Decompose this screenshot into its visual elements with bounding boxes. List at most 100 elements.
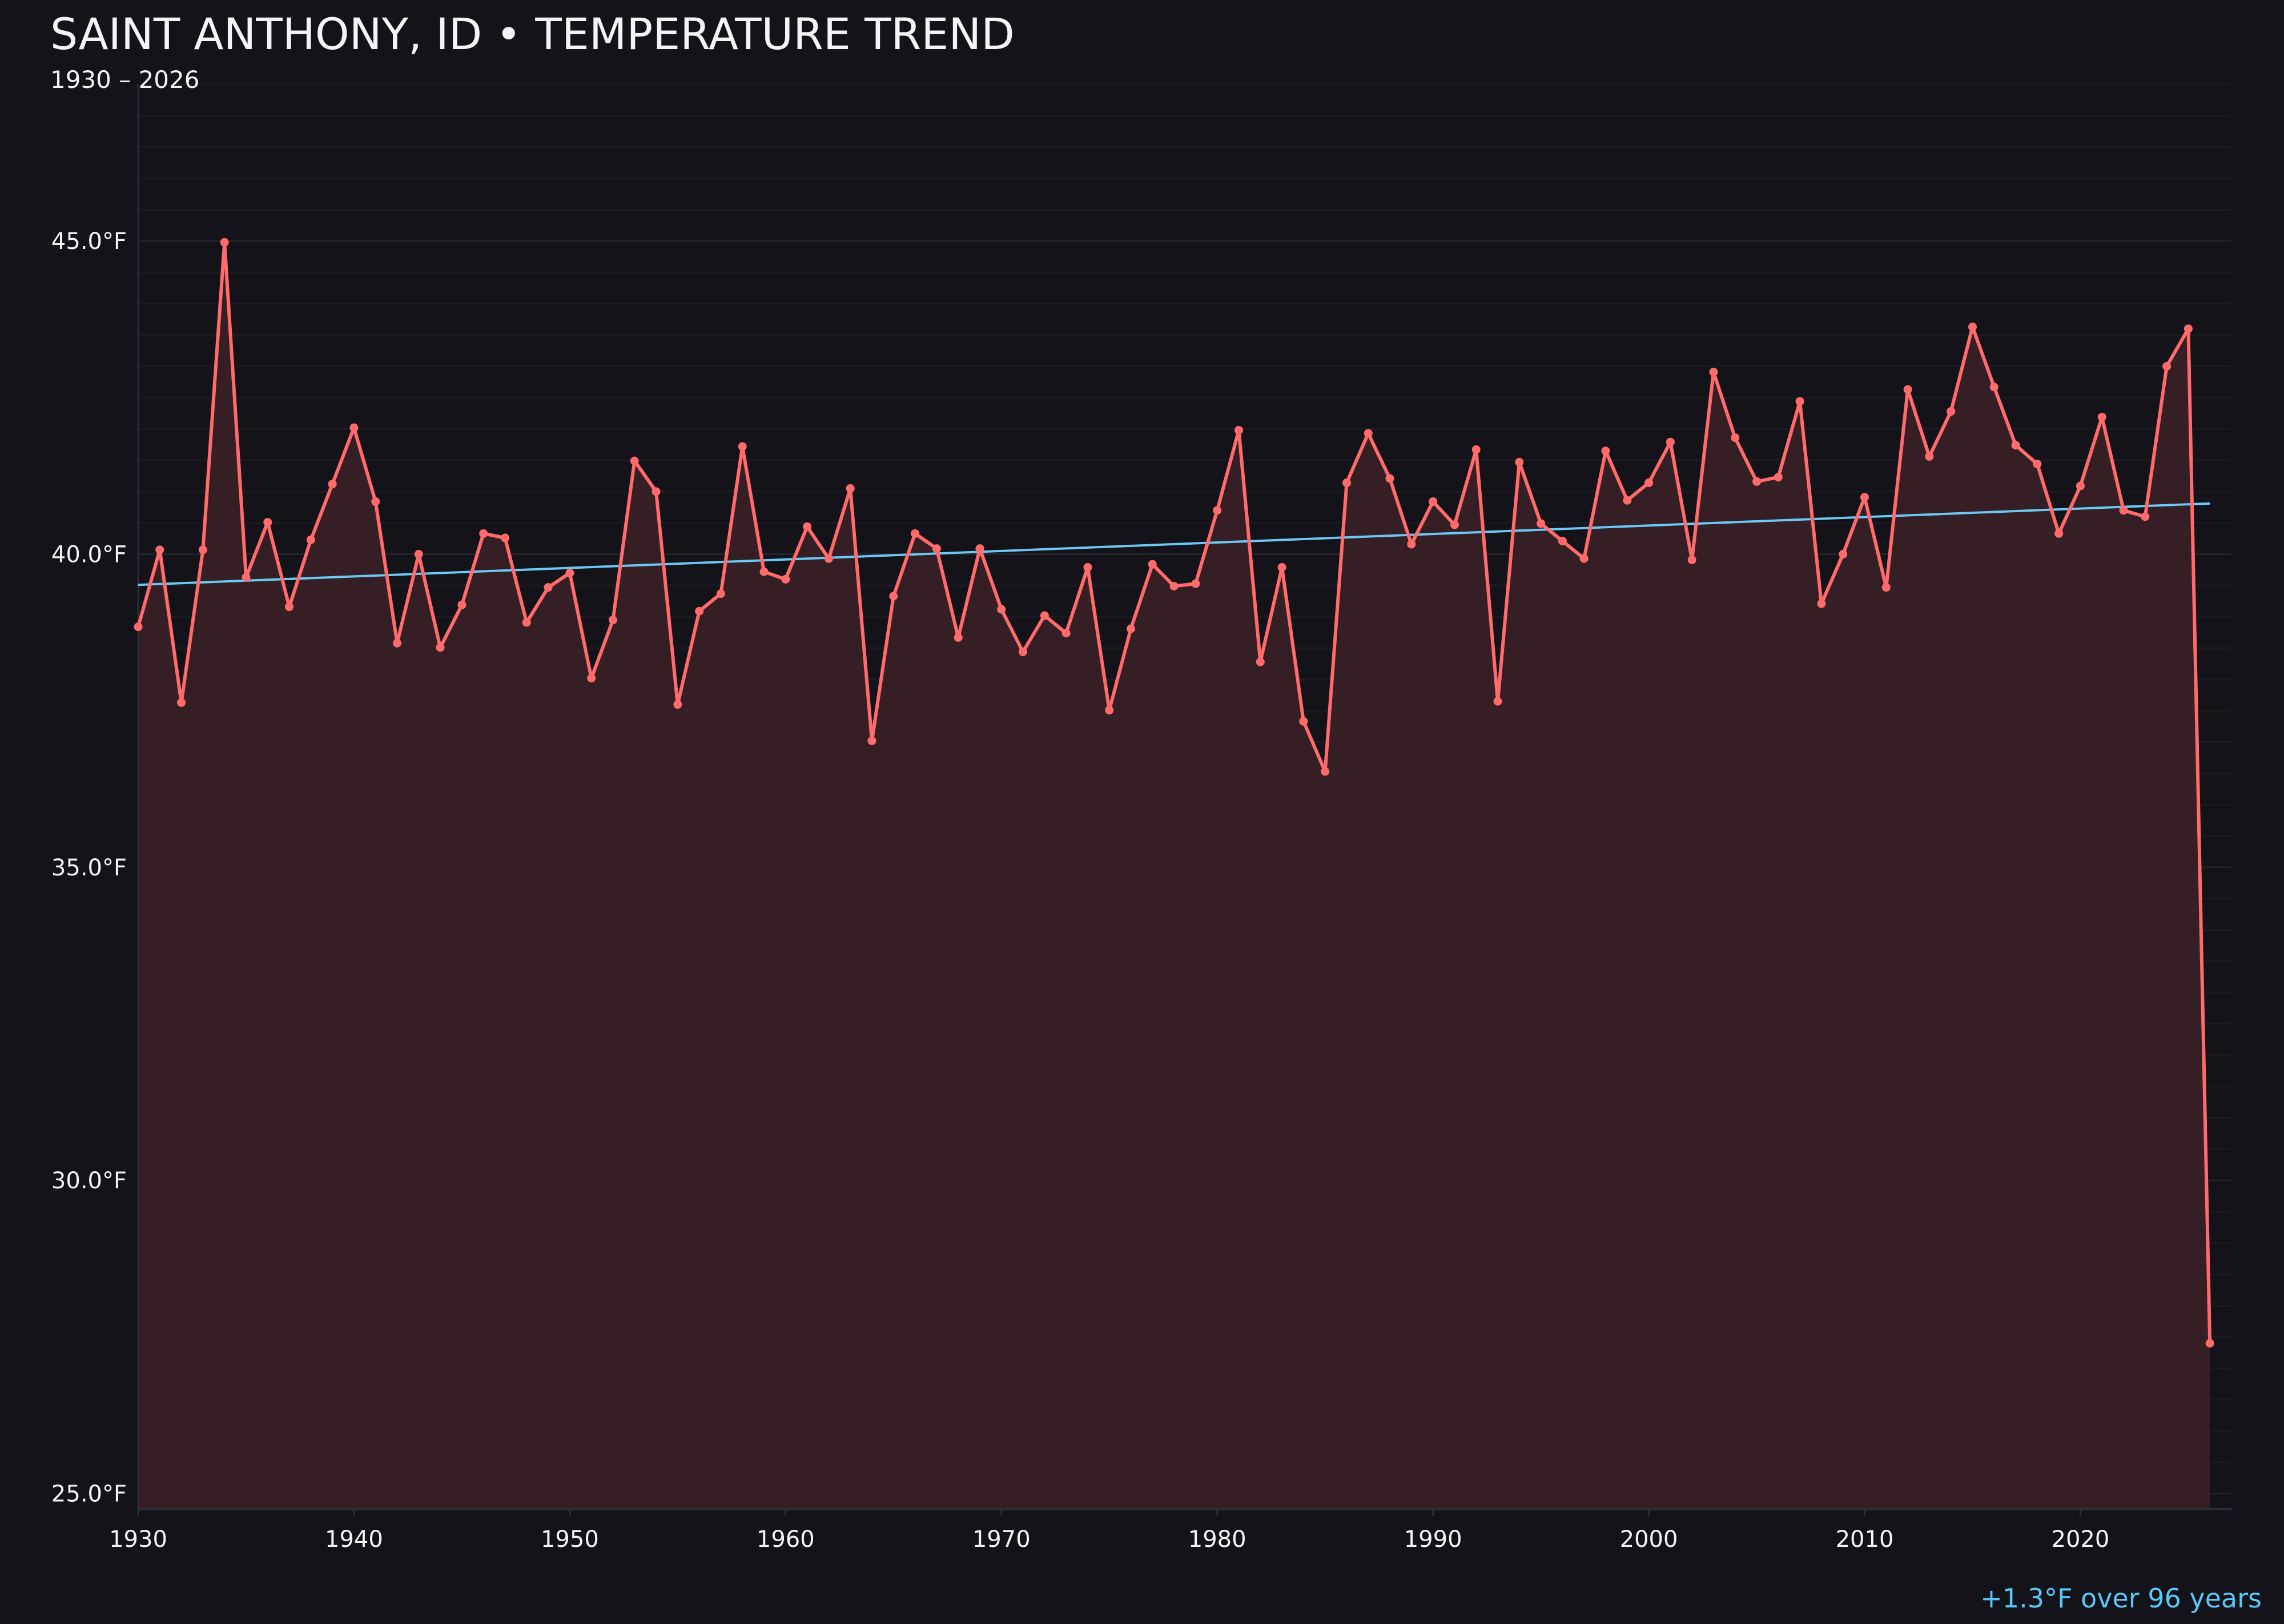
x-tick-label: 2010 [1836, 1526, 1894, 1553]
data-point [1429, 497, 1438, 506]
data-point [522, 618, 531, 627]
data-point [2141, 512, 2150, 521]
data-point [1061, 629, 1071, 638]
data-point [457, 600, 467, 609]
data-point [1666, 437, 1675, 447]
data-point [328, 480, 337, 489]
data-point [1407, 540, 1416, 549]
data-point [1299, 717, 1308, 726]
x-tick-label: 1980 [1188, 1526, 1246, 1553]
data-point [1342, 479, 1351, 488]
data-point [349, 423, 359, 432]
data-point [846, 484, 855, 493]
data-point [1040, 611, 1049, 620]
data-point [2097, 412, 2106, 421]
x-tick-label: 1990 [1404, 1526, 1462, 1553]
data-point [306, 535, 315, 544]
data-point [889, 592, 898, 601]
data-point [1471, 445, 1481, 454]
x-tick-label: 2020 [2052, 1526, 2110, 1553]
data-point [1947, 407, 1956, 416]
data-point [1364, 429, 1373, 438]
data-point [2184, 324, 2193, 333]
data-point [652, 487, 661, 496]
data-point [695, 606, 704, 616]
data-point [285, 602, 294, 612]
data-point [198, 545, 207, 554]
data-point [803, 522, 812, 531]
data-point [1169, 581, 1179, 590]
data-point [436, 643, 445, 652]
data-point [1903, 385, 1912, 394]
x-tick-label: 2000 [1620, 1526, 1678, 1553]
y-tick-label: 35.0°F [51, 855, 127, 881]
data-point [371, 497, 380, 506]
data-point [673, 700, 682, 709]
data-point [759, 567, 769, 576]
data-point [479, 529, 488, 538]
x-tick-label: 1930 [109, 1526, 167, 1553]
data-point [1795, 397, 1804, 406]
x-tick-labels: 1930 1940 1950 1960 1970 1980 1990 2000 2010 2020 [109, 1509, 2109, 1553]
data-point [500, 533, 509, 542]
data-point [716, 589, 725, 598]
y-tick-label: 30.0°F [51, 1168, 127, 1194]
y-tick-labels: 25.0°F 30.0°F 35.0°F 40.0°F 45.0°F [51, 228, 127, 1507]
data-point [1860, 493, 1869, 502]
data-point [1537, 519, 1546, 528]
data-point [1234, 425, 1243, 435]
x-tick-label: 1950 [541, 1526, 599, 1553]
data-point [134, 622, 143, 632]
data-point [1731, 433, 1740, 443]
data-point [1450, 520, 1459, 529]
data-points [134, 238, 2214, 1348]
data-point [177, 698, 186, 707]
data-point [1579, 554, 1589, 563]
data-point [1881, 583, 1891, 592]
data-point [2033, 460, 2042, 469]
data-point [1493, 697, 1502, 706]
data-point [1256, 657, 1265, 666]
area-fill [138, 242, 2210, 1510]
data-point [2054, 529, 2064, 538]
data-point [155, 545, 164, 554]
data-point [911, 529, 920, 538]
y-tick-label: 25.0°F [51, 1481, 127, 1508]
data-point [867, 736, 876, 745]
data-point [544, 583, 553, 592]
data-point [1709, 367, 1718, 376]
data-point [565, 568, 574, 577]
data-point [1989, 383, 1998, 392]
data-point [263, 518, 272, 527]
data-point [1752, 477, 1762, 486]
data-point [2205, 1338, 2214, 1348]
data-point [242, 573, 251, 582]
data-point [220, 238, 229, 247]
data-point [1774, 473, 1783, 482]
data-point [608, 616, 617, 625]
data-point [1839, 550, 1848, 559]
data-point [1925, 452, 1934, 461]
data-point [1817, 599, 1826, 608]
data-point [2076, 481, 2085, 491]
data-point [1191, 579, 1200, 588]
data-point [954, 633, 963, 642]
data-point [1385, 474, 1394, 483]
data-point [1127, 624, 1136, 633]
data-point [1515, 457, 1524, 467]
data-point [824, 554, 833, 563]
data-point [997, 605, 1006, 614]
y-tick-label: 45.0°F [51, 228, 127, 255]
data-point [393, 638, 402, 648]
x-tick-label: 1940 [325, 1526, 383, 1553]
trend-annotation: +1.3°F over 96 years [1980, 1583, 2262, 1614]
data-point [932, 544, 941, 553]
y-tick-label: 40.0°F [51, 542, 127, 568]
trend-line [138, 502, 2210, 586]
chart-title: SAINT ANTHONY, ID • TEMPERATURE TREND [50, 9, 1015, 59]
data-point [1148, 560, 1157, 569]
data-point [1213, 506, 1222, 515]
data-point [1083, 563, 1092, 572]
data-point [1277, 563, 1286, 572]
data-point [2162, 362, 2172, 371]
